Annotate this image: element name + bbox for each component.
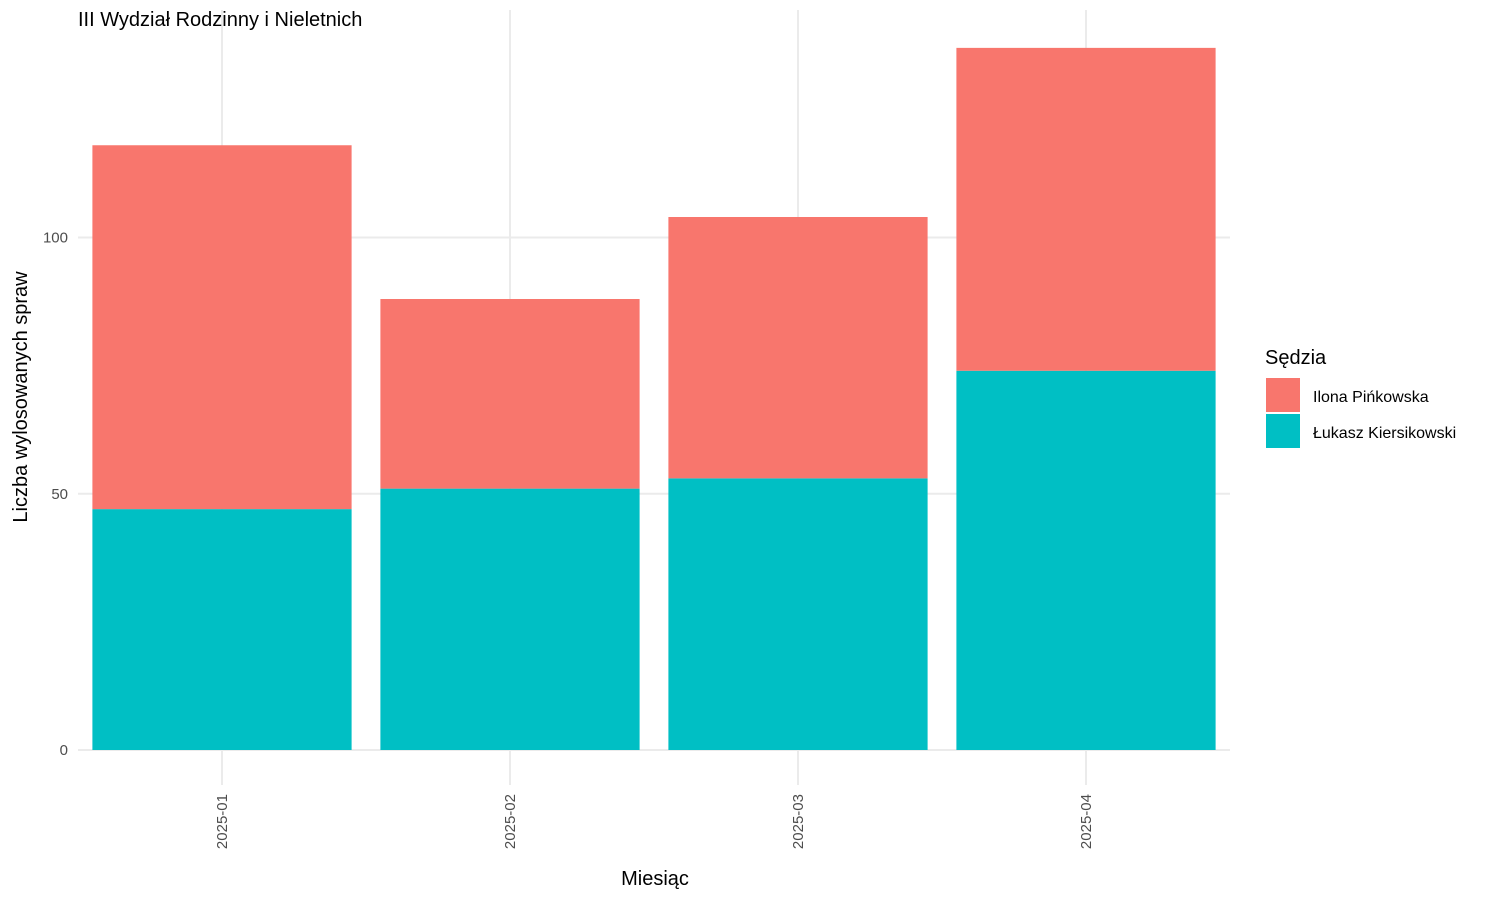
bar-ilona-pinkowska-2025-04 <box>956 47 1216 371</box>
y-tick-label: 100 <box>43 230 68 247</box>
chart-title: III Wydział Rodzinny i Nieletnich <box>78 9 362 31</box>
legend-swatch-lukasz-kiersikowski <box>1266 414 1300 448</box>
y-axis-ticks: 0 50 100 <box>43 230 68 760</box>
legend-swatch-ilona-pinkowska <box>1266 378 1300 412</box>
x-axis-title: Miesiąc <box>621 868 689 890</box>
y-axis-title: Liczba wylosowanych spraw <box>10 271 32 523</box>
bar-ilona-pinkowska-2025-02 <box>380 299 640 489</box>
bar-ilona-pinkowska-2025-03 <box>668 217 928 479</box>
bar-lukasz-kiersikowski-2025-01 <box>92 509 352 750</box>
x-tick-label: 2025-01 <box>214 794 231 849</box>
bar-lukasz-kiersikowski-2025-02 <box>380 488 640 750</box>
legend-title: Sędzia <box>1265 347 1327 369</box>
bar-lukasz-kiersikowski-2025-04 <box>956 370 1216 750</box>
bar-lukasz-kiersikowski-2025-03 <box>668 478 928 750</box>
x-axis-ticks: 2025-01 2025-02 2025-03 2025-04 <box>214 794 1095 849</box>
y-tick-label: 0 <box>60 742 68 759</box>
x-tick-label: 2025-03 <box>790 794 807 849</box>
legend: Sędzia Ilona Pińkowska Łukasz Kiersikows… <box>1265 347 1456 448</box>
x-tick-label: 2025-04 <box>1078 794 1095 849</box>
bar-ilona-pinkowska-2025-01 <box>92 145 352 510</box>
legend-label-ilona-pinkowska: Ilona Pińkowska <box>1313 389 1429 406</box>
bars <box>92 47 1216 750</box>
x-tick-label: 2025-02 <box>502 794 519 849</box>
legend-label-lukasz-kiersikowski: Łukasz Kiersikowski <box>1313 425 1456 442</box>
y-tick-label: 50 <box>51 486 68 503</box>
